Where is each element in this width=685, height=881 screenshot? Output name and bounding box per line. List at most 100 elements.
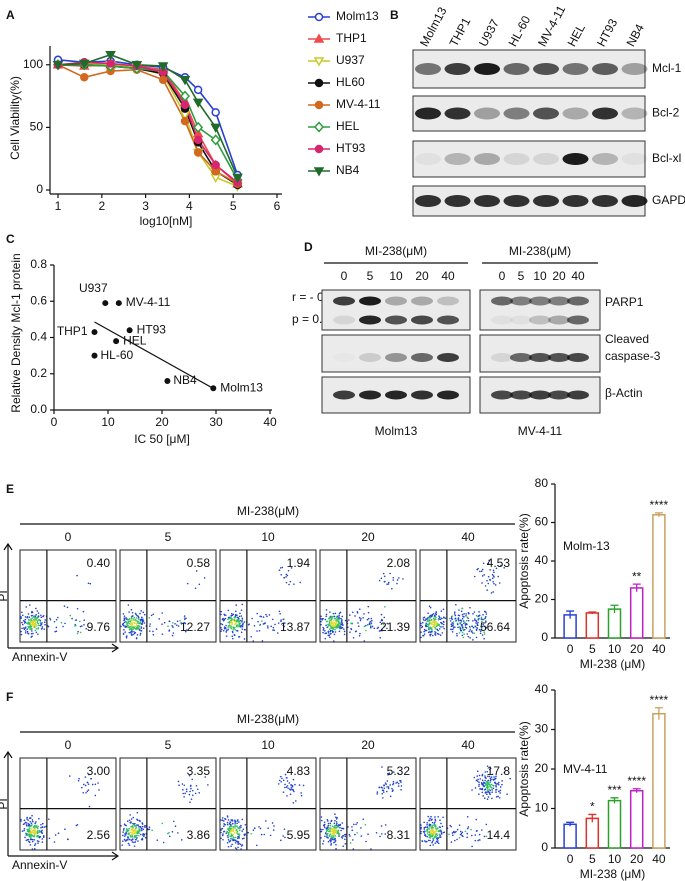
event-dot bbox=[421, 621, 424, 624]
event-dot bbox=[229, 821, 231, 823]
y-tick-label: 0.0 bbox=[30, 402, 47, 416]
bar bbox=[629, 789, 644, 849]
event-dot bbox=[139, 820, 141, 823]
event-dot bbox=[196, 788, 199, 791]
event-dot bbox=[485, 823, 488, 826]
event-dot bbox=[453, 839, 456, 842]
event-dot bbox=[427, 815, 430, 818]
event-dot bbox=[484, 615, 487, 618]
event-dot bbox=[35, 631, 38, 634]
event-dot bbox=[430, 623, 433, 625]
event-dot bbox=[237, 827, 240, 830]
event-dot bbox=[31, 814, 33, 817]
event-dot bbox=[449, 620, 452, 622]
event-dot bbox=[207, 784, 209, 786]
event-dot bbox=[190, 787, 192, 790]
event-dot bbox=[336, 816, 338, 819]
event-dot bbox=[482, 795, 484, 797]
data-point bbox=[193, 121, 204, 134]
event-dot bbox=[141, 825, 144, 828]
event-dot bbox=[489, 777, 492, 780]
event-dot bbox=[38, 829, 41, 832]
event-dot bbox=[128, 827, 130, 830]
data-point bbox=[131, 61, 143, 71]
event-dot bbox=[489, 579, 492, 581]
event-dot bbox=[138, 834, 140, 837]
event-dot bbox=[235, 604, 238, 606]
event-dot bbox=[136, 837, 138, 839]
event-dot bbox=[142, 828, 145, 831]
event-dot bbox=[429, 825, 431, 828]
dose-label: 0 bbox=[65, 530, 72, 544]
event-dot bbox=[321, 619, 323, 621]
event-dot bbox=[395, 782, 397, 784]
event-dot bbox=[460, 610, 463, 613]
event-dot bbox=[484, 610, 486, 613]
event-dot bbox=[491, 773, 494, 776]
event-dot bbox=[299, 581, 302, 584]
dose-label: 0 bbox=[65, 738, 72, 752]
event-dot bbox=[129, 631, 132, 634]
event-dot bbox=[488, 559, 490, 562]
event-dot bbox=[448, 833, 450, 836]
event-dot bbox=[458, 824, 461, 826]
event-dot bbox=[320, 618, 322, 620]
event-dot bbox=[486, 579, 488, 582]
event-dot bbox=[339, 627, 341, 630]
event-dot bbox=[236, 626, 238, 628]
event-dot bbox=[486, 789, 489, 791]
row-label: caspase-3 bbox=[605, 349, 661, 363]
event-dot bbox=[501, 783, 503, 786]
event-dot bbox=[25, 839, 28, 842]
event-dot bbox=[396, 781, 399, 783]
event-dot bbox=[243, 621, 246, 623]
event-dot bbox=[85, 627, 87, 630]
event-dot bbox=[287, 569, 290, 572]
event-dot bbox=[89, 582, 92, 585]
event-dot bbox=[431, 841, 433, 844]
event-dot bbox=[235, 832, 238, 835]
quadrant-value: 14.4 bbox=[487, 828, 511, 842]
event-dot bbox=[182, 788, 184, 791]
event-dot bbox=[433, 836, 436, 838]
event-dot bbox=[131, 626, 133, 628]
event-dot bbox=[438, 628, 441, 630]
event-dot bbox=[478, 783, 480, 786]
event-dot bbox=[241, 818, 244, 821]
event-dot bbox=[20, 630, 22, 633]
y-tick-label: 100 bbox=[23, 57, 43, 71]
event-dot bbox=[327, 631, 330, 634]
event-dot bbox=[381, 618, 383, 621]
event-dot bbox=[344, 833, 346, 836]
event-dot bbox=[33, 617, 36, 619]
event-dot bbox=[488, 768, 491, 771]
event-dot bbox=[122, 613, 125, 615]
event-dot bbox=[371, 625, 374, 628]
event-dot bbox=[460, 620, 463, 622]
event-dot bbox=[133, 616, 136, 619]
event-dot bbox=[439, 618, 442, 621]
error-bar bbox=[566, 821, 575, 827]
event-dot bbox=[325, 615, 328, 618]
event-dot bbox=[231, 618, 233, 620]
event-dot bbox=[141, 837, 144, 840]
event-dot bbox=[484, 627, 487, 629]
flow-plot bbox=[19, 757, 117, 851]
event-dot bbox=[357, 622, 359, 624]
event-dot bbox=[28, 826, 31, 828]
event-dot bbox=[234, 822, 237, 824]
event-dot bbox=[495, 775, 497, 778]
event-dot bbox=[481, 791, 484, 794]
blot-band bbox=[385, 315, 407, 325]
event-dot bbox=[498, 790, 500, 793]
event-dot bbox=[469, 626, 472, 629]
event-dot bbox=[94, 783, 97, 786]
event-dot bbox=[355, 823, 357, 826]
event-dot bbox=[482, 623, 484, 626]
event-dot bbox=[31, 630, 33, 632]
event-dot bbox=[380, 786, 383, 789]
event-dot bbox=[383, 575, 386, 578]
bar bbox=[652, 514, 666, 639]
event-dot bbox=[434, 632, 437, 634]
event-dot bbox=[232, 629, 234, 631]
